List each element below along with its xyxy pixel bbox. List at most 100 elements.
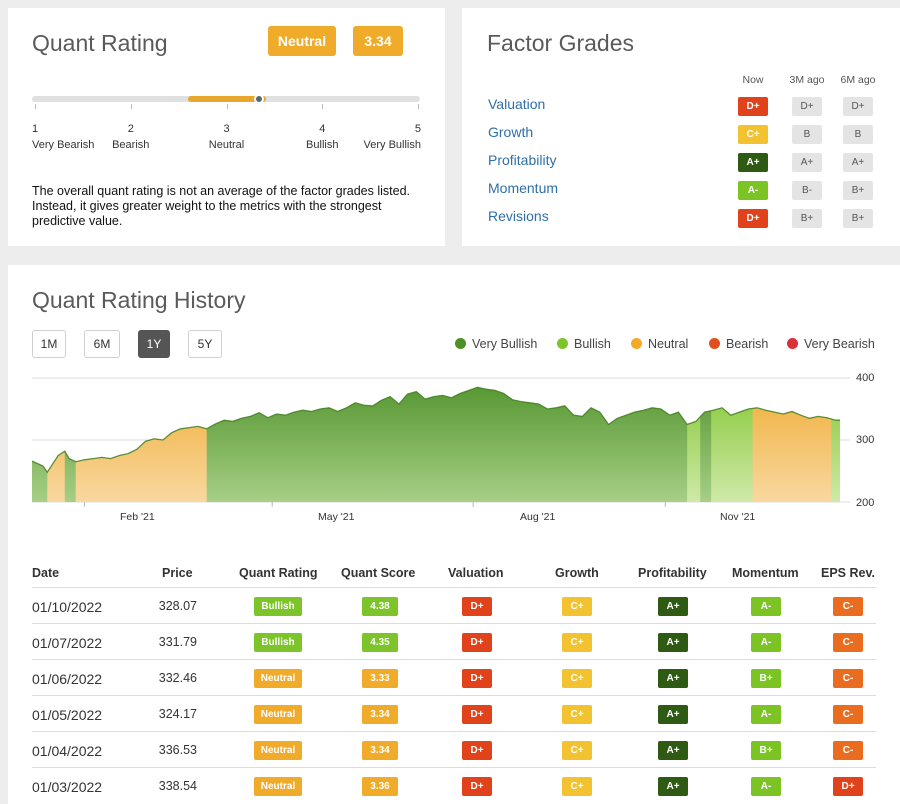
- cell-growth-badge: C+: [562, 633, 592, 652]
- scale-tick: [226, 104, 228, 109]
- cell-eps-badge: D+: [833, 777, 863, 796]
- th-momentum: Momentum: [732, 566, 799, 580]
- scale-text: Neutral: [208, 139, 245, 151]
- legend-dot-icon: [631, 338, 642, 349]
- range-1y-button[interactable]: 1Y: [138, 330, 170, 358]
- scale-text: Bearish: [112, 139, 150, 151]
- scale-text: Very Bullish: [363, 139, 421, 151]
- y-tick-400: 400: [856, 372, 875, 384]
- cell-momentum-badge: A-: [751, 597, 781, 616]
- grade-6m: B+: [843, 209, 873, 228]
- cell-growth-badge: C+: [562, 705, 592, 724]
- scale-label-2: 2 Bearish: [86, 121, 176, 153]
- cell-date: 01/07/2022: [32, 635, 103, 651]
- x-tick-may: May '21: [318, 511, 355, 523]
- legend-bearish[interactable]: Bearish: [709, 337, 768, 351]
- cell-eps-badge: C-: [833, 705, 863, 724]
- cell-valuation-badge: D+: [462, 705, 492, 724]
- table-row: 01/07/2022 331.79 Bullish 4.35 D+ C+ A+ A- C-: [32, 623, 876, 659]
- cell-growth-badge: C+: [562, 777, 592, 796]
- rating-slider-fill: [188, 96, 266, 102]
- cell-score-badge: 4.35: [362, 633, 398, 652]
- grade-3m: D+: [792, 97, 822, 116]
- fg-col-3m: 3M ago: [789, 74, 825, 86]
- cell-growth-badge: C+: [562, 597, 592, 616]
- cell-momentum-badge: A-: [751, 777, 781, 796]
- scale-tick: [418, 104, 419, 109]
- cell-price: 332.46: [158, 671, 197, 685]
- th-quant-rating: Quant Rating: [239, 566, 318, 580]
- grade-now: D+: [738, 97, 768, 116]
- grade-6m: D+: [843, 97, 873, 116]
- cell-rating-badge: Bullish: [254, 633, 302, 652]
- x-tick-feb: Feb '21: [120, 511, 155, 523]
- quant-rating-title: Quant Rating: [32, 30, 168, 56]
- rating-label-badge: Neutral: [268, 26, 336, 56]
- factor-row-revisions: Revisions D+ B+ B+: [462, 204, 892, 232]
- rating-value-badge: 3.34: [353, 26, 403, 56]
- cell-growth-badge: C+: [562, 669, 592, 688]
- th-date: Date: [32, 566, 60, 580]
- range-5y-button[interactable]: 5Y: [188, 330, 222, 358]
- th-eps-rev: EPS Rev.: [821, 566, 875, 580]
- cell-price: 324.17: [158, 707, 197, 721]
- grade-now: C+: [738, 125, 768, 144]
- factor-link[interactable]: Growth: [488, 124, 534, 140]
- range-6m-button[interactable]: 6M: [84, 330, 120, 358]
- factor-link[interactable]: Momentum: [488, 180, 559, 196]
- cell-eps-badge: C-: [833, 669, 863, 688]
- cell-score-badge: 4.38: [362, 597, 398, 616]
- cell-valuation-badge: D+: [462, 777, 492, 796]
- cell-rating-badge: Neutral: [254, 669, 302, 688]
- cell-valuation-badge: D+: [462, 741, 492, 760]
- cell-date: 01/03/2022: [32, 779, 103, 795]
- factor-link[interactable]: Valuation: [488, 96, 546, 112]
- y-tick-300: 300: [856, 434, 875, 446]
- quant-rating-note: The overall quant rating is not an avera…: [32, 184, 411, 228]
- legend-very-bullish[interactable]: Very Bullish: [455, 337, 537, 351]
- cell-profitability-badge: A+: [658, 777, 688, 796]
- scale-tick: [130, 104, 132, 109]
- cell-date: 01/06/2022: [32, 671, 103, 687]
- fg-col-now: Now: [742, 74, 764, 86]
- scale-num: 4: [319, 123, 326, 135]
- table-row: 01/05/2022 324.17 Neutral 3.34 D+ C+ A+ A- C-: [32, 695, 876, 731]
- scale-label-1: 1 Very Bearish: [32, 121, 122, 153]
- cell-profitability-badge: A+: [658, 633, 688, 652]
- th-quant-score: Quant Score: [341, 566, 416, 580]
- grade-3m: A+: [792, 153, 822, 172]
- cell-date: 01/05/2022: [32, 707, 103, 723]
- cell-growth-badge: C+: [562, 741, 592, 760]
- factor-row-momentum: Momentum A- B- B+: [462, 176, 892, 204]
- legend-very-bearish[interactable]: Very Bearish: [787, 337, 875, 351]
- cell-momentum-badge: A-: [751, 705, 781, 724]
- factor-row-profitability: Profitability A+ A+ A+: [462, 148, 892, 176]
- scale-label-4: 4 Bullish: [277, 121, 367, 153]
- factor-link[interactable]: Profitability: [488, 152, 557, 168]
- cell-momentum-badge: B+: [751, 741, 781, 760]
- th-profitability: Profitability: [638, 566, 707, 580]
- table-row: 01/10/2022 328.07 Bullish 4.38 D+ C+ A+ A- C-: [32, 587, 876, 623]
- rating-slider-track: [32, 94, 420, 104]
- cell-date: 01/04/2022: [32, 743, 103, 759]
- factor-row-valuation: Valuation D+ D+ D+: [462, 92, 892, 120]
- scale-num: 5: [414, 123, 421, 135]
- x-tick-nov: Nov '21: [720, 511, 756, 523]
- scale-num: 2: [127, 123, 134, 135]
- factor-row-growth: Growth C+ B B: [462, 120, 892, 148]
- grade-6m: B+: [843, 181, 873, 200]
- factor-link[interactable]: Revisions: [488, 208, 549, 224]
- grade-3m: B-: [792, 181, 822, 200]
- legend-neutral[interactable]: Neutral: [631, 337, 688, 351]
- cell-score-badge: 3.34: [362, 705, 398, 724]
- grade-6m: B: [843, 125, 873, 144]
- cell-rating-badge: Neutral: [254, 777, 302, 796]
- cell-momentum-badge: B+: [751, 669, 781, 688]
- legend-bullish[interactable]: Bullish: [557, 337, 611, 351]
- legend-dot-icon: [709, 338, 720, 349]
- table-row: 01/04/2022 336.53 Neutral 3.34 D+ C+ A+ B+ C-: [32, 731, 876, 767]
- grade-3m: B: [792, 125, 822, 144]
- range-1m-button[interactable]: 1M: [32, 330, 66, 358]
- grade-6m: A+: [843, 153, 873, 172]
- cell-rating-badge: Bullish: [254, 597, 302, 616]
